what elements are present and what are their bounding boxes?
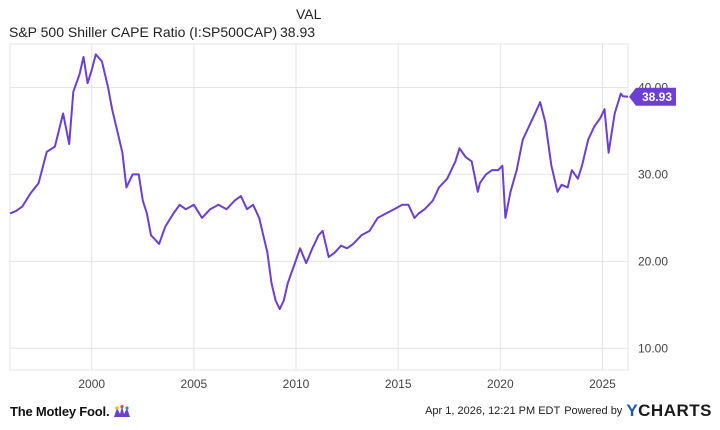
timestamp: Apr 1, 2026, 12:21 PM EDT	[425, 405, 561, 417]
last-value-label: 38.93	[642, 90, 672, 104]
ycharts-logo-rest: CHARTS	[638, 401, 712, 420]
plot-frame	[9, 43, 629, 371]
x-tick-label: 2025	[589, 377, 616, 391]
last-value-badge	[629, 87, 676, 106]
series-line	[9, 53, 629, 311]
ycharts-logo-y: Y	[626, 401, 639, 420]
footer-attribution: Apr 1, 2026, 12:21 PM EDT Powered by YCH…	[425, 401, 712, 420]
x-tick-label: 2015	[385, 377, 412, 391]
motley-fool-logo: The Motley Fool.	[10, 404, 131, 419]
series-name[interactable]: S&P 500 Shiller CAPE Ratio (I:SP500CAP)	[9, 24, 278, 40]
x-tick-label: 2000	[78, 377, 105, 391]
jester-hat-icon	[114, 404, 131, 417]
x-tick-label: 2005	[181, 377, 208, 391]
ycharts-logo: YCHARTS	[626, 401, 712, 420]
series-current-value: 38.93	[280, 24, 316, 40]
x-tick-label: 2020	[487, 377, 514, 391]
y-tick-label: 20.00	[638, 254, 668, 268]
chart-header: VAL S&P 500 Shiller CAPE Ratio (I:SP500C…	[0, 0, 720, 44]
x-tick-label: 2010	[283, 377, 310, 391]
logo-text: The Motley Fool.	[10, 404, 110, 419]
y-tick-label: 30.00	[638, 167, 668, 181]
value-column-label: VAL	[296, 6, 322, 22]
powered-by-label: Powered by	[564, 405, 623, 417]
y-tick-label: 10.00	[638, 341, 668, 355]
